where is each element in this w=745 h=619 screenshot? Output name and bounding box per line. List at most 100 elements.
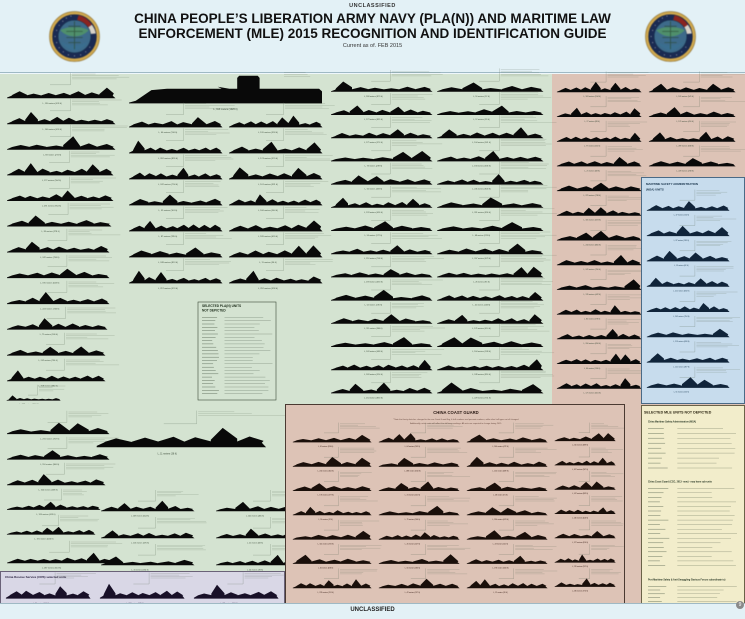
svg-text:L, 75 meters (246 ft): L, 75 meters (246 ft) (40, 333, 58, 336)
svg-text:L, 171 meters (561 ft): L, 171 meters (561 ft) (584, 392, 602, 395)
svg-text:L, 224 meters (734 ft): L, 224 meters (734 ft) (40, 307, 59, 310)
svg-text:L, 242 meters (794 ft): L, 242 meters (794 ft) (40, 256, 59, 259)
svg-text:L, 248 meters (813 ft): L, 248 meters (813 ft) (158, 261, 178, 264)
svg-text:L, 254 meters (833 ft): L, 254 meters (833 ft) (364, 396, 383, 399)
svg-text:L, 125 meters (410 ft): L, 125 meters (410 ft) (676, 120, 694, 123)
svg-text:L, 11 meters (36 ft): L, 11 meters (36 ft) (259, 261, 277, 264)
svg-text:L, 27 meters (88 ft): L, 27 meters (88 ft) (585, 120, 601, 123)
svg-text:L, 56 meters (183 ft): L, 56 meters (183 ft) (365, 188, 383, 191)
svg-text:L, 165 meters (541 ft): L, 165 meters (541 ft) (676, 95, 694, 98)
svg-text:L, 170 meters (557 ft): L, 170 meters (557 ft) (572, 565, 589, 568)
svg-text:L, 121 meters (397 ft): L, 121 meters (397 ft) (673, 365, 690, 368)
svg-text:L, 16 meters (52 ft): L, 16 meters (52 ft) (318, 518, 333, 521)
svg-text:L, 174 meters (570 ft): L, 174 meters (570 ft) (258, 157, 278, 160)
svg-text:L, 313 meters (1026 ft): L, 313 meters (1026 ft) (213, 108, 237, 111)
svg-text:L, 242 meters (794 ft): L, 242 meters (794 ft) (158, 183, 178, 186)
svg-text:L, 262 meters (859 ft): L, 262 meters (859 ft) (158, 157, 178, 160)
svg-text:L, 144 meters (472 ft): L, 144 meters (472 ft) (492, 445, 509, 448)
svg-text:L, 12 meters (39 ft): L, 12 meters (39 ft) (493, 591, 508, 594)
svg-text:L, 193 meters (633 ft): L, 193 meters (633 ft) (364, 280, 383, 283)
svg-text:L, 11 meters (36 ft): L, 11 meters (36 ft) (158, 453, 177, 456)
svg-text:L, 169 meters (554 ft): L, 169 meters (554 ft) (364, 373, 383, 376)
svg-text:L, 61 meters (200 ft): L, 61 meters (200 ft) (318, 445, 334, 448)
svg-text:China Maritime Safety Administ: China Maritime Safety Administration (MS… (648, 420, 696, 423)
svg-text:L, 85 meters (278 ft): L, 85 meters (278 ft) (41, 230, 59, 233)
svg-text:L, 133 meters (436 ft): L, 133 meters (436 ft) (364, 211, 383, 214)
svg-text:L, 147 meters (482 ft): L, 147 meters (482 ft) (572, 492, 589, 495)
svg-text:L, 187 meters (613 ft): L, 187 meters (613 ft) (42, 566, 61, 569)
svg-text:L, 261 meters (856 ft): L, 261 meters (856 ft) (472, 211, 491, 214)
svg-text:L, 12 meters (39 ft): L, 12 meters (39 ft) (473, 118, 490, 121)
svg-text:L, 178 meters (584 ft): L, 178 meters (584 ft) (492, 567, 509, 570)
svg-text:L, 28 meters (91 ft): L, 28 meters (91 ft) (493, 494, 508, 497)
svg-text:L, 166 meters (544 ft): L, 166 meters (544 ft) (258, 209, 278, 212)
svg-text:L, 242 meters (794 ft): L, 242 meters (794 ft) (673, 315, 690, 318)
svg-text:L, 249 meters (816 ft): L, 249 meters (816 ft) (472, 373, 491, 376)
svg-text:L, 228 meters (748 ft): L, 228 meters (748 ft) (676, 169, 694, 172)
svg-text:L, 83 meters (272 ft): L, 83 meters (272 ft) (43, 153, 61, 156)
svg-text:L, 207 meters (679 ft): L, 207 meters (679 ft) (472, 257, 491, 260)
svg-text:L, 242 meters (794 ft): L, 242 meters (794 ft) (38, 359, 57, 362)
svg-text:L, 114 meters (374 ft): L, 114 meters (374 ft) (318, 542, 334, 545)
svg-text:L, 104 meters (341 ft): L, 104 meters (341 ft) (472, 141, 491, 144)
svg-text:L, 130 meters (426 ft): L, 130 meters (426 ft) (572, 517, 589, 520)
svg-text:L, 130 meters (426 ft): L, 130 meters (426 ft) (43, 102, 62, 105)
svg-text:L, 244 meters (800 ft): L, 244 meters (800 ft) (584, 243, 602, 246)
svg-text:L, 47 meters (154 ft): L, 47 meters (154 ft) (674, 214, 690, 217)
svg-text:L, 216 meters (708 ft): L, 216 meters (708 ft) (364, 257, 383, 260)
svg-text:China Rescue Service (CRS) sel: China Rescue Service (CRS) selected unit… (5, 575, 67, 579)
svg-text:L, 101 meters (331 ft): L, 101 meters (331 ft) (258, 183, 278, 186)
svg-text:NOT DEPICTED: NOT DEPICTED (202, 308, 226, 312)
svg-text:L, 19 meters (62 ft): L, 19 meters (62 ft) (674, 264, 689, 267)
svg-text:L, 135 meters (442 ft): L, 135 meters (442 ft) (584, 293, 602, 296)
svg-text:L, 61 meters (200 ft): L, 61 meters (200 ft) (674, 391, 690, 394)
svg-text:L, 232 meters (761 ft): L, 232 meters (761 ft) (318, 591, 335, 594)
svg-text:* Note that hasty sketches cha: * Note that hasty sketches changed to th… (393, 418, 519, 421)
svg-text:L, 291 meters (954 ft): L, 291 meters (954 ft) (42, 204, 61, 207)
svg-text:L, 273 meters (895 ft): L, 273 meters (895 ft) (364, 118, 383, 121)
svg-text:L, 202 meters (662 ft): L, 202 meters (662 ft) (318, 469, 335, 472)
svg-text:L, 190 meters (623 ft): L, 190 meters (623 ft) (40, 281, 59, 284)
svg-text:L, 56 meters (183 ft): L, 56 meters (183 ft) (318, 567, 334, 570)
svg-text:L, 43 meters (141 ft): L, 43 meters (141 ft) (493, 542, 509, 545)
svg-text:Additionally, active units wil: Additionally, active units will reflect … (410, 422, 502, 425)
svg-text:L, 236 meters (774 ft): L, 236 meters (774 ft) (572, 589, 589, 592)
svg-text:L, 200 meters (656 ft): L, 200 meters (656 ft) (584, 342, 602, 345)
svg-text:L, 56 meters (183 ft): L, 56 meters (183 ft) (405, 567, 421, 570)
svg-text:L, 194 meters (636 ft): L, 194 meters (636 ft) (472, 164, 491, 167)
svg-text:L, 241 meters (790 ft): L, 241 meters (790 ft) (584, 268, 602, 271)
svg-text:L, 52 meters (170 ft): L, 52 meters (170 ft) (365, 304, 383, 307)
svg-text:L, 41 meters (134 ft): L, 41 meters (134 ft) (473, 304, 491, 307)
svg-text:L, 113 meters (370 ft): L, 113 meters (370 ft) (131, 541, 149, 544)
svg-text:L, 64 meters (209 ft): L, 64 meters (209 ft) (405, 445, 421, 448)
svg-text:L, 231 meters (757 ft): L, 231 meters (757 ft) (40, 437, 59, 440)
svg-text:L, 60 meters (196 ft): L, 60 meters (196 ft) (584, 367, 601, 370)
svg-text:L, 288 meters (944 ft): L, 288 meters (944 ft) (404, 469, 421, 472)
svg-text:L, 77 meters (252 ft): L, 77 meters (252 ft) (584, 145, 601, 148)
svg-text:L, 110 meters (360 ft): L, 110 meters (360 ft) (40, 463, 59, 466)
svg-text:SELECTED MLE UNITS NOT DEPICTE: SELECTED MLE UNITS NOT DEPICTED (644, 411, 712, 415)
svg-text:L, 189 meters (620 ft): L, 189 meters (620 ft) (258, 235, 278, 238)
svg-text:L, 297 meters (974 ft): L, 297 meters (974 ft) (158, 287, 178, 290)
svg-text:L, 211 meters (692 ft): L, 211 meters (692 ft) (673, 290, 689, 293)
svg-text:L, 21 meters (68 ft): L, 21 meters (68 ft) (585, 169, 601, 172)
svg-text:L, 54 meters (177 ft): L, 54 meters (177 ft) (365, 234, 383, 237)
svg-text:L, 210 meters (689 ft): L, 210 meters (689 ft) (492, 469, 509, 472)
svg-text:L, 87 meters (285 ft): L, 87 meters (285 ft) (674, 239, 690, 242)
svg-text:L, 164 meters (538 ft): L, 164 meters (538 ft) (472, 350, 491, 353)
svg-text:CHINA COAST GUARD: CHINA COAST GUARD (433, 410, 478, 415)
svg-text:L, 45 meters (147 ft): L, 45 meters (147 ft) (405, 542, 421, 545)
svg-text:L, 213 meters (698 ft): L, 213 meters (698 ft) (673, 340, 690, 343)
svg-text:L, 111 meters (364 ft): L, 111 meters (364 ft) (364, 327, 383, 330)
svg-text:L, 73 meters (239 ft): L, 73 meters (239 ft) (365, 164, 383, 167)
svg-text:L, 172 meters (564 ft): L, 172 meters (564 ft) (42, 179, 61, 182)
svg-text:L, 176 meters (577 ft): L, 176 meters (577 ft) (318, 494, 335, 497)
svg-text:L, 181 meters (593 ft): L, 181 meters (593 ft) (584, 219, 602, 222)
svg-text:L, 16 meters (52 ft): L, 16 meters (52 ft) (473, 95, 490, 98)
svg-text:L, 92 meters (301 ft): L, 92 meters (301 ft) (159, 209, 178, 212)
svg-text:L, 87 meters (285 ft): L, 87 meters (285 ft) (159, 235, 178, 238)
svg-text:L, 140 meters (459 ft): L, 140 meters (459 ft) (43, 128, 62, 131)
svg-text:L, 75 meters (246 ft): L, 75 meters (246 ft) (405, 518, 421, 521)
svg-text:L, 127 meters (416 ft): L, 127 meters (416 ft) (572, 541, 589, 544)
svg-text:L, 169 meters (554 ft): L, 169 meters (554 ft) (131, 514, 149, 517)
